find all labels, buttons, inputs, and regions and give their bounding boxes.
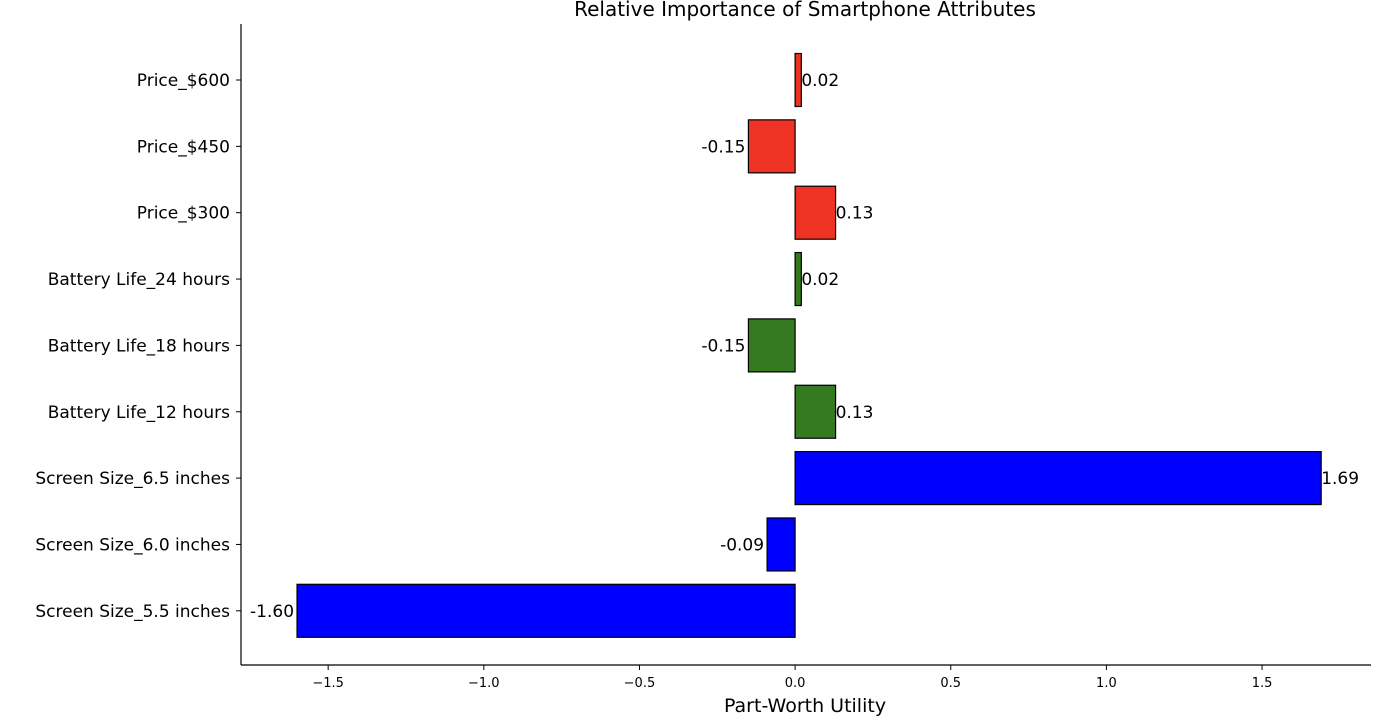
bar-screen-size-6-5-inches xyxy=(794,451,1322,506)
bar-battery-life-18-hours xyxy=(747,318,796,373)
y-tick-label-price-450: Price_$450 xyxy=(137,137,230,157)
value-labels-layer: 0.02 -0.15 0.13 0.02 -0.15 0.13 1.69 -0.09 -1.60 xyxy=(250,71,1359,622)
x-axis-label: Part-Worth Utility xyxy=(724,695,886,717)
x-tick-label: 1.5 xyxy=(1252,676,1273,691)
bar-price-450 xyxy=(747,119,796,174)
value-label-battery-life-18-hours: -0.15 xyxy=(701,336,745,356)
y-tick-label-price-600: Price_$600 xyxy=(137,71,230,91)
bar-screen-size-6-0-inches xyxy=(766,517,796,572)
bar-screen-size-5-5-inches xyxy=(296,583,796,638)
x-tick-label: 0.5 xyxy=(940,676,961,691)
y-tick-label-price-300: Price_$300 xyxy=(137,204,230,224)
value-label-screen-size-5-5-inches: -1.60 xyxy=(250,602,294,622)
bar-price-600 xyxy=(794,52,802,108)
value-label-price-450: -0.15 xyxy=(701,137,745,157)
y-tick-label-battery-life-12-hours: Battery Life_12 hours xyxy=(48,403,230,423)
y-tick-label-screen-size-6-0-inches: Screen Size_6.0 inches xyxy=(35,535,230,555)
y-tick-label-screen-size-6-5-inches: Screen Size_6.5 inches xyxy=(35,469,230,489)
value-label-price-300: 0.13 xyxy=(836,204,874,224)
x-axis-ticks: −1.5 −1.0 −0.5 0.0 0.5 1.0 1.5 xyxy=(312,665,1272,691)
value-label-battery-life-24-hours: 0.02 xyxy=(801,270,839,290)
y-tick-label-screen-size-5-5-inches: Screen Size_5.5 inches xyxy=(35,602,230,622)
bar-battery-life-12-hours xyxy=(794,384,837,439)
y-tick-label-battery-life-18-hours: Battery Life_18 hours xyxy=(48,336,230,356)
value-label-price-600: 0.02 xyxy=(801,71,839,91)
value-label-screen-size-6-5-inches: 1.69 xyxy=(1321,469,1359,489)
x-tick-label: −1.0 xyxy=(468,676,500,691)
value-label-screen-size-6-0-inches: -0.09 xyxy=(720,535,764,555)
value-label-battery-life-12-hours: 0.13 xyxy=(836,403,874,423)
chart-title: Relative Importance of Smartphone Attrib… xyxy=(574,0,1036,21)
x-tick-label: −0.5 xyxy=(624,676,656,691)
bar-battery-life-24-hours xyxy=(794,251,802,307)
y-tick-label-battery-life-24-hours: Battery Life_24 hours xyxy=(48,270,230,290)
x-tick-label: 0.0 xyxy=(785,676,806,691)
bar-price-300 xyxy=(794,185,837,240)
bars-layer xyxy=(296,52,1322,638)
x-tick-label: −1.5 xyxy=(312,676,344,691)
x-tick-label: 1.0 xyxy=(1096,676,1117,691)
y-axis-ticks: Price_$600 Price_$450 Price_$300 Battery Li… xyxy=(35,71,241,622)
